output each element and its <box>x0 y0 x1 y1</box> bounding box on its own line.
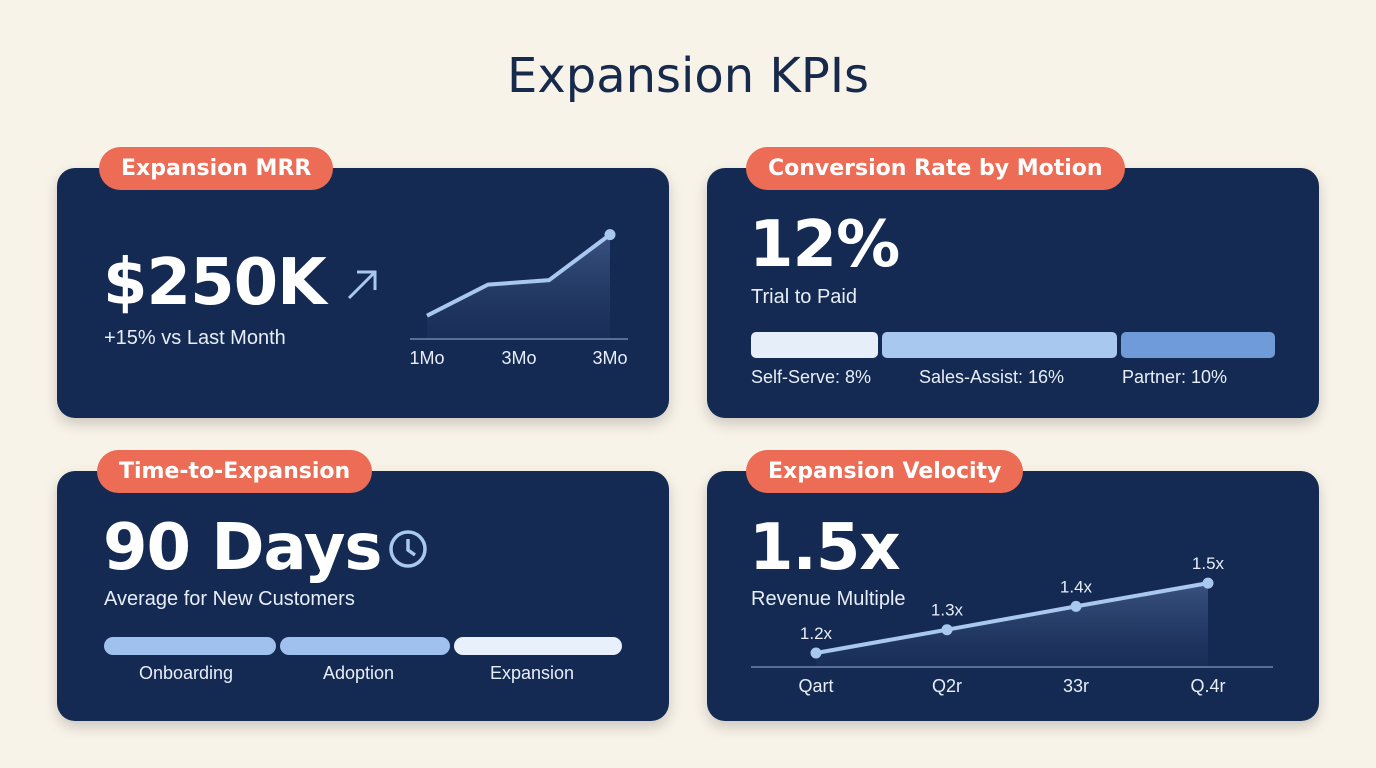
expansion-velocity-label: Expansion Velocity <box>746 450 1024 493</box>
mrr-x-tick-label: 3Mo <box>592 348 627 368</box>
conversion-rate-label: Conversion Rate by Motion <box>746 147 1125 190</box>
page-title: Expansion KPIs <box>506 48 869 104</box>
mrr-x-tick-label: 3Mo <box>501 348 536 368</box>
stage-expansion-bar <box>454 637 622 655</box>
conversion-value: 12% <box>749 208 900 282</box>
mrr-subtitle: +15% vs Last Month <box>104 327 286 349</box>
conversion-subtitle: Trial to Paid <box>751 286 857 308</box>
velocity-subtitle: Revenue Multiple <box>751 588 906 610</box>
expansion-mrr-label: Expansion MRR <box>99 147 334 190</box>
mrr-value: $250K <box>103 246 327 320</box>
time-subtitle: Average for New Customers <box>104 588 355 610</box>
velocity-data-label: 1.4x <box>1060 577 1093 596</box>
velocity-value: 1.5x <box>749 511 901 585</box>
velocity-point <box>1202 577 1214 589</box>
conversion-rate-card: 12% Trial to Paid Self-Serve: 8% Sales-A… <box>707 168 1319 418</box>
stage-label: Expansion <box>490 663 575 683</box>
segment-partner <box>1121 332 1275 358</box>
time-to-expansion-card: 90 Days Average for New Customers Onboar… <box>57 471 669 721</box>
velocity-point <box>941 624 953 636</box>
velocity-x-tick-label: 33r <box>1063 676 1089 696</box>
mrr-line <box>426 233 612 318</box>
velocity-area <box>816 583 1208 667</box>
expansion-mrr-card: $250K +15% vs Last Month 1Mo 3Mo 3Mo <box>57 168 669 418</box>
segment-self-serve <box>751 332 878 358</box>
velocity-chart: 1.2x Qart 1.3x Q2r 1.4x 33r 1.5x Q.4r <box>751 554 1273 696</box>
velocity-point <box>1070 600 1082 612</box>
velocity-line <box>815 581 1209 655</box>
mrr-trend-chart: 1Mo 3Mo 3Mo <box>409 229 628 368</box>
segment-sales-assist <box>882 332 1117 358</box>
arrow-up-right-icon <box>347 270 377 300</box>
velocity-point <box>810 647 822 659</box>
time-value: 90 Days <box>103 511 382 585</box>
expansion-velocity-card: 1.5x Revenue Multiple 1.2x Qart 1.3x Q2r 1.4… <box>707 471 1319 721</box>
velocity-x-tick-label: Qart <box>798 676 833 696</box>
stage-label: Adoption <box>323 663 395 683</box>
segment-label: Self-Serve: 8% <box>751 367 872 387</box>
segment-label: Sales-Assist: 16% <box>919 367 1065 387</box>
velocity-data-label: 1.2x <box>800 624 833 643</box>
stage-onboarding-bar <box>104 637 276 655</box>
clock-icon <box>389 530 427 568</box>
mrr-end-point <box>604 229 616 241</box>
mrr-area <box>427 234 610 339</box>
velocity-data-label: 1.5x <box>1192 554 1225 573</box>
time-to-expansion-label: Time-to-Expansion <box>97 450 373 493</box>
mrr-x-tick-label: 1Mo <box>409 348 444 368</box>
stage-label: Onboarding <box>139 663 234 683</box>
velocity-x-tick-label: Q.4r <box>1190 676 1225 696</box>
segment-label: Partner: 10% <box>1122 367 1228 387</box>
velocity-x-tick-label: Q2r <box>932 676 962 696</box>
stage-adoption-bar <box>280 637 450 655</box>
velocity-data-label: 1.3x <box>931 601 964 620</box>
